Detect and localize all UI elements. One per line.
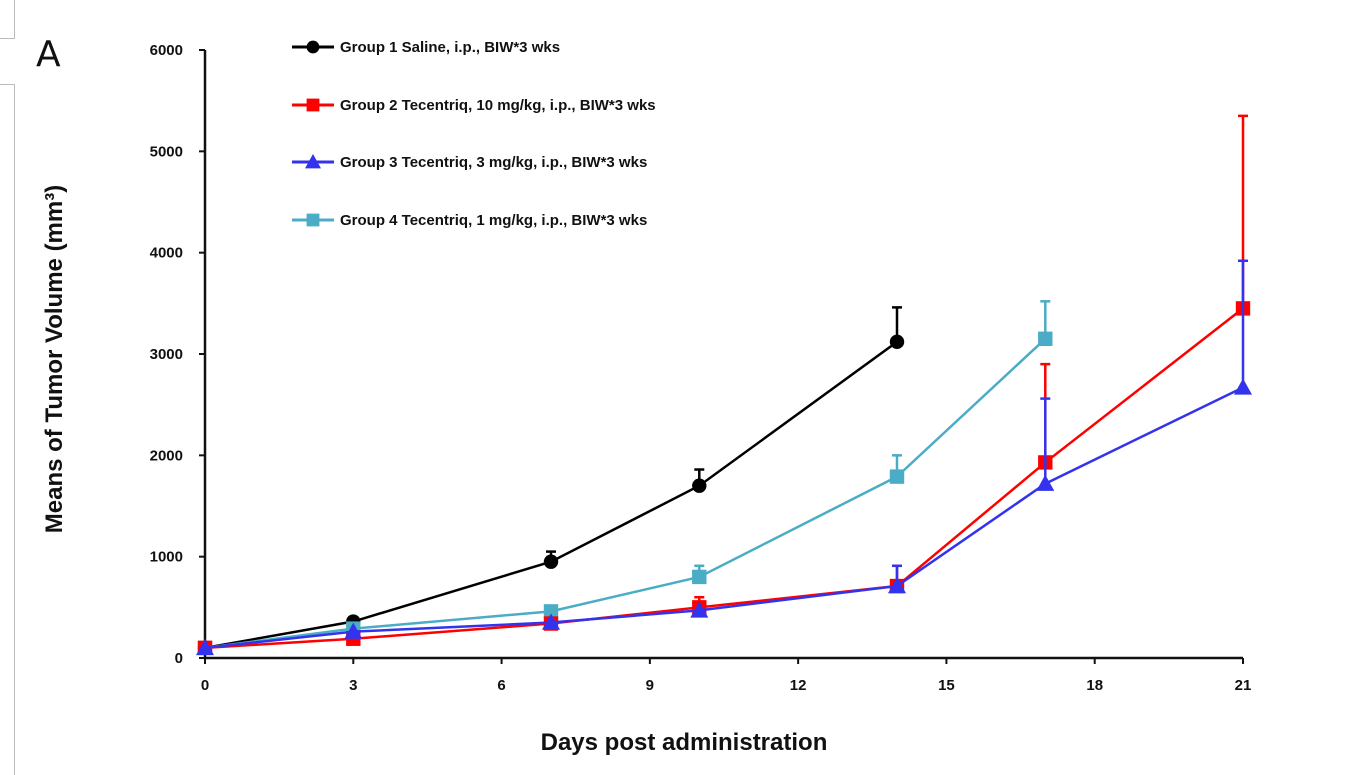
legend-label: Group 4 Tecentriq, 1 mg/kg, i.p., BIW*3 … xyxy=(340,212,647,229)
series-2 xyxy=(197,114,1251,656)
series-line xyxy=(204,386,1244,650)
legend-marker xyxy=(306,98,320,112)
x-tick-label: 15 xyxy=(938,677,955,694)
data-point xyxy=(690,601,709,618)
data-point xyxy=(1234,378,1252,395)
legend-marker xyxy=(306,40,320,54)
panel-label: A xyxy=(36,34,61,75)
data-point xyxy=(1036,474,1055,491)
frame-edge xyxy=(0,0,15,775)
legend-entry-3: Group 3 Tecentriq, 3 mg/kg, i.p., BIW*3 … xyxy=(292,154,647,171)
data-point xyxy=(344,622,363,639)
x-tick-label: 12 xyxy=(790,677,807,694)
y-tick-label: 0 xyxy=(175,650,183,667)
data-point xyxy=(692,569,707,585)
x-tick-label: 3 xyxy=(349,677,357,694)
y-tick-label: 3000 xyxy=(150,346,183,363)
legend-label: Group 1 Saline, i.p., BIW*3 wks xyxy=(340,39,560,56)
data-point xyxy=(196,638,214,656)
x-tick-label: 18 xyxy=(1086,677,1103,694)
series-layer xyxy=(196,114,1252,656)
legend-entry-2: Group 2 Tecentriq, 10 mg/kg, i.p., BIW*3… xyxy=(292,97,656,114)
legend-entry-4: Group 4 Tecentriq, 1 mg/kg, i.p., BIW*3 … xyxy=(292,212,647,229)
data-point xyxy=(888,577,906,594)
series-4 xyxy=(197,300,1053,656)
x-tick-label: 9 xyxy=(646,677,654,694)
legend: Group 1 Saline, i.p., BIW*3 wks Group 2 T… xyxy=(292,39,656,229)
x-tick-label: 21 xyxy=(1235,677,1252,694)
y-tick-label: 2000 xyxy=(150,447,183,464)
series-3 xyxy=(196,259,1252,656)
data-point xyxy=(1038,331,1053,346)
data-point xyxy=(542,613,560,630)
x-tick-label: 6 xyxy=(497,677,505,694)
ticks: 0 1000 2000 3000 4000 5000 6000 0 3 6 9 12 15 18 21 xyxy=(150,42,1252,694)
series-line xyxy=(204,340,898,650)
data-point xyxy=(692,478,707,493)
data-point xyxy=(889,469,905,484)
y-tick-label: 1000 xyxy=(150,549,183,566)
y-tick-label: 6000 xyxy=(150,42,183,59)
data-point xyxy=(889,334,905,350)
legend-label: Group 2 Tecentriq, 10 mg/kg, i.p., BIW*3… xyxy=(340,97,656,114)
legend-marker xyxy=(305,154,321,169)
series-line xyxy=(204,337,1047,650)
x-axis-title: Days post administration xyxy=(541,729,828,756)
frame-edge-bottom xyxy=(0,84,15,775)
data-point xyxy=(543,554,559,569)
legend-marker xyxy=(306,213,320,227)
y-axis-title: Means of Tumor Volume (mm³) xyxy=(41,185,68,533)
legend-entry-1: Group 1 Saline, i.p., BIW*3 wks xyxy=(292,39,560,56)
frame-edge-top xyxy=(0,0,15,39)
series-1 xyxy=(197,306,905,656)
series-line xyxy=(204,307,1244,650)
y-tick-label: 4000 xyxy=(150,245,183,262)
axes xyxy=(203,50,1243,660)
y-tick-label: 5000 xyxy=(150,143,183,160)
x-tick-label: 0 xyxy=(201,677,209,694)
data-point xyxy=(543,604,559,619)
legend-label: Group 3 Tecentriq, 3 mg/kg, i.p., BIW*3 … xyxy=(340,154,647,171)
